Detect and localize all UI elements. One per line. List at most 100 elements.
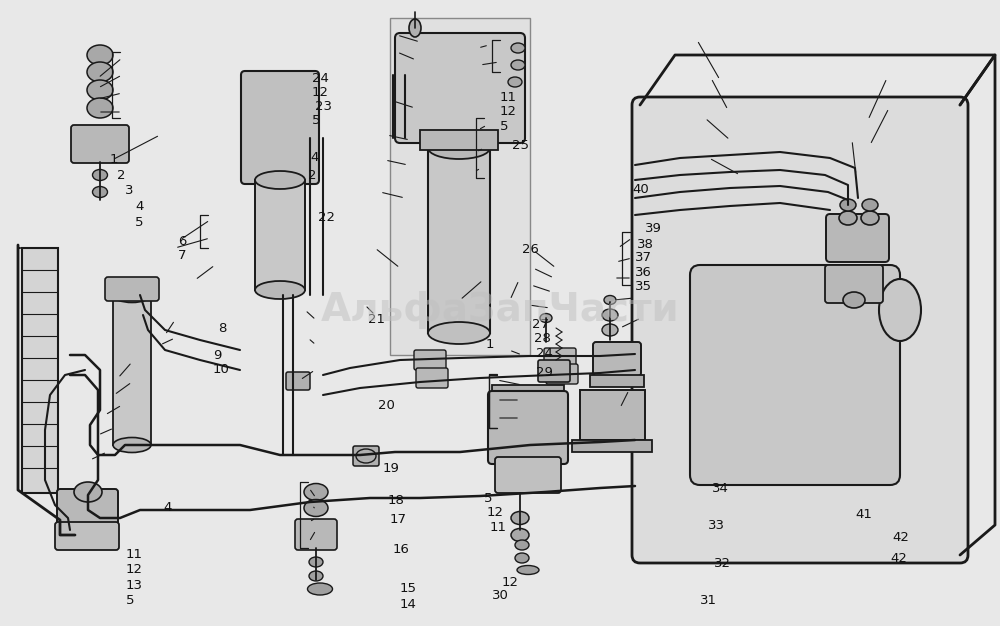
Ellipse shape (428, 137, 490, 159)
Ellipse shape (92, 187, 108, 197)
Ellipse shape (309, 557, 323, 567)
Text: 42: 42 (892, 531, 909, 543)
Text: 14: 14 (400, 598, 417, 610)
Text: 1: 1 (486, 338, 494, 351)
Text: 38: 38 (637, 238, 654, 250)
Text: 37: 37 (635, 252, 652, 264)
Ellipse shape (843, 292, 865, 308)
Ellipse shape (508, 77, 522, 87)
FancyBboxPatch shape (71, 125, 129, 163)
Ellipse shape (879, 279, 921, 341)
Text: 5: 5 (312, 114, 320, 126)
Ellipse shape (87, 80, 113, 100)
Text: 39: 39 (645, 222, 662, 235)
Ellipse shape (511, 60, 525, 70)
Text: 26: 26 (522, 243, 539, 255)
Ellipse shape (304, 500, 328, 516)
Text: 4: 4 (310, 151, 318, 164)
Bar (580, 390, 645, 440)
Ellipse shape (862, 199, 878, 211)
Text: 16: 16 (393, 543, 410, 556)
FancyBboxPatch shape (495, 457, 561, 493)
Ellipse shape (515, 553, 529, 563)
Ellipse shape (409, 19, 421, 37)
Text: 42: 42 (890, 552, 907, 565)
Ellipse shape (87, 98, 113, 118)
Bar (22, 248, 58, 493)
FancyBboxPatch shape (55, 522, 119, 550)
FancyBboxPatch shape (286, 372, 310, 390)
Text: 29: 29 (536, 366, 553, 379)
Ellipse shape (511, 43, 525, 53)
Text: 7: 7 (178, 249, 186, 262)
Ellipse shape (255, 281, 305, 299)
Text: 8: 8 (218, 322, 226, 335)
Text: 19: 19 (383, 462, 400, 475)
Ellipse shape (87, 45, 113, 65)
Text: 11: 11 (126, 548, 143, 560)
Text: 22: 22 (318, 212, 335, 224)
Bar (428, 148, 490, 333)
Bar (390, 18, 530, 355)
Ellipse shape (839, 211, 857, 225)
FancyBboxPatch shape (416, 368, 448, 388)
FancyBboxPatch shape (295, 519, 337, 550)
Text: 13: 13 (126, 579, 143, 592)
Text: 12: 12 (500, 105, 517, 118)
Text: 6: 6 (178, 235, 186, 247)
Text: 2: 2 (117, 169, 126, 182)
Text: 34: 34 (712, 482, 729, 495)
Bar (420, 130, 498, 150)
FancyBboxPatch shape (546, 364, 578, 384)
Ellipse shape (309, 571, 323, 581)
Text: 1: 1 (110, 153, 119, 166)
Text: 30: 30 (492, 590, 509, 602)
FancyBboxPatch shape (826, 214, 889, 262)
Text: 5: 5 (500, 120, 509, 133)
FancyBboxPatch shape (353, 446, 379, 466)
Bar (492, 385, 564, 395)
Ellipse shape (308, 583, 332, 595)
Text: 10: 10 (213, 363, 230, 376)
Ellipse shape (604, 295, 616, 304)
Ellipse shape (511, 528, 529, 541)
Text: 4: 4 (163, 501, 171, 513)
FancyBboxPatch shape (690, 265, 900, 485)
Text: 21: 21 (368, 313, 385, 326)
Text: 31: 31 (700, 595, 717, 607)
FancyBboxPatch shape (632, 97, 968, 563)
Text: 12: 12 (502, 576, 519, 588)
Ellipse shape (87, 62, 113, 82)
FancyBboxPatch shape (538, 360, 570, 382)
Ellipse shape (602, 309, 618, 321)
Text: 12: 12 (312, 86, 329, 99)
Ellipse shape (74, 482, 102, 502)
Ellipse shape (428, 322, 490, 344)
Text: 33: 33 (708, 520, 725, 532)
Bar (590, 375, 644, 387)
Text: 4: 4 (135, 200, 143, 213)
FancyBboxPatch shape (544, 348, 576, 368)
Bar (255, 180, 305, 290)
Text: 27: 27 (532, 318, 549, 331)
Ellipse shape (517, 565, 539, 575)
Text: 2: 2 (308, 169, 316, 182)
Text: 24: 24 (536, 347, 553, 360)
Text: 5: 5 (126, 595, 134, 607)
Ellipse shape (92, 170, 108, 180)
Ellipse shape (861, 211, 879, 225)
FancyBboxPatch shape (825, 265, 883, 303)
FancyBboxPatch shape (57, 489, 118, 525)
Text: 12: 12 (487, 506, 504, 518)
Text: 18: 18 (388, 495, 405, 507)
Ellipse shape (113, 438, 151, 453)
FancyBboxPatch shape (593, 342, 641, 376)
Text: 11: 11 (490, 521, 507, 533)
Text: 15: 15 (400, 582, 417, 595)
FancyBboxPatch shape (395, 33, 525, 143)
Ellipse shape (840, 199, 856, 211)
Ellipse shape (515, 540, 529, 550)
Ellipse shape (540, 314, 552, 322)
Ellipse shape (304, 483, 328, 501)
Text: 24: 24 (312, 73, 329, 85)
